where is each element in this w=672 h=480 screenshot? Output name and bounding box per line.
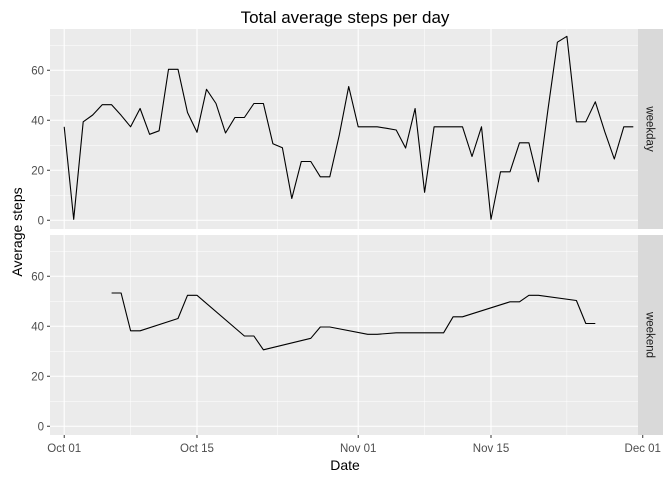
y-tick-label: 60 [31, 65, 44, 77]
facet-label: weekday [644, 105, 656, 152]
x-tick-label: Dec 01 [625, 443, 661, 455]
panel-weekday: 0 20 40 60 weekday [31, 29, 663, 229]
y-tick-label: 0 [38, 215, 44, 227]
series-line-weekend [111, 292, 596, 351]
x-axis: Oct 01 Oct 15 Nov 01 Nov 15 Dec 01 [47, 435, 661, 455]
y-tick-label: 40 [31, 321, 44, 333]
facet-strip [638, 235, 663, 435]
x-axis-title: Date [330, 457, 360, 473]
y-axis-title: Average steps [9, 187, 25, 276]
facet-label: weekend [644, 311, 656, 358]
facet-strip [638, 29, 663, 229]
panel-background [50, 29, 638, 229]
panel-weekend: 0 20 40 60 weekend [31, 235, 663, 435]
y-tick-label: 40 [31, 115, 44, 127]
chart-title: Total average steps per day [241, 8, 450, 27]
y-tick-label: 20 [31, 165, 44, 177]
series-line-weekday [63, 35, 634, 220]
panel-background [50, 235, 638, 435]
y-tick-label: 0 [38, 421, 44, 433]
y-tick-label: 20 [31, 371, 44, 383]
x-tick-label: Oct 15 [180, 443, 214, 455]
x-tick-label: Nov 15 [473, 443, 509, 455]
x-tick-label: Oct 01 [47, 443, 81, 455]
x-tick-label: Nov 01 [340, 443, 376, 455]
y-tick-label: 60 [31, 271, 44, 283]
facet-panels: 0 20 40 60 weekday 0 20 40 60 weekend [31, 29, 663, 435]
